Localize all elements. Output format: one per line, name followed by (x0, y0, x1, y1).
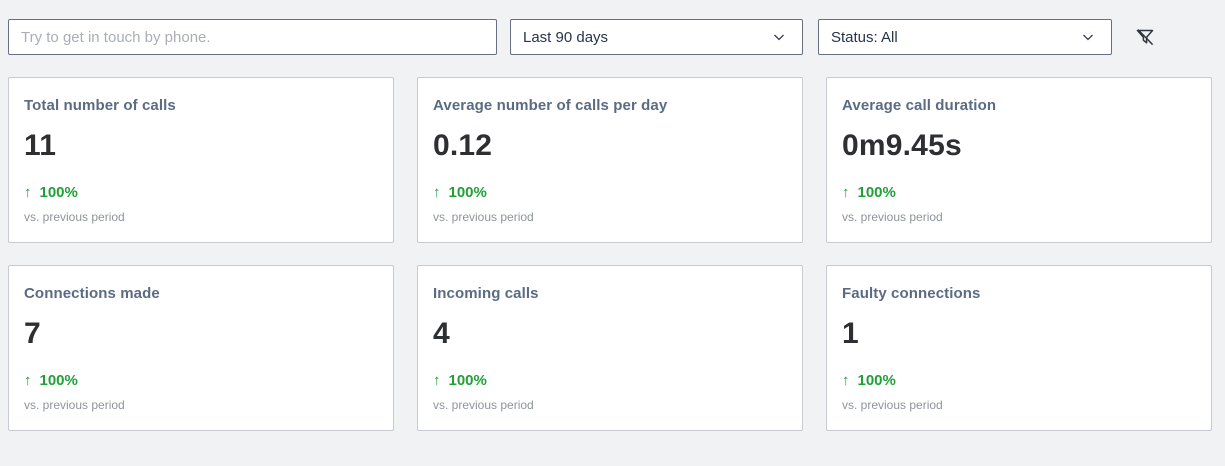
stat-card-comparison: vs. previous period (24, 210, 125, 224)
trend-up-arrow-icon: ↑ (842, 184, 850, 201)
stat-card-avg-call-duration: Average call duration 0m9.45s ↑ 100% vs.… (826, 77, 1212, 243)
stat-card-value: 7 (24, 317, 41, 350)
stat-card-title: Incoming calls (433, 285, 539, 302)
stat-card-title: Average call duration (842, 97, 997, 114)
stat-card-title: Connections made (24, 285, 160, 302)
search-input[interactable] (8, 19, 497, 55)
chevron-down-icon (771, 29, 787, 45)
stat-card-incoming-calls: Incoming calls 4 ↑ 100% vs. previous per… (417, 265, 803, 431)
stat-card-delta: ↑ 100% (433, 184, 786, 201)
stat-card-comparison: vs. previous period (433, 210, 534, 224)
filter-off-icon (1133, 25, 1157, 49)
stat-card-delta: ↑ 100% (433, 372, 786, 389)
stat-card-comparison: vs. previous period (842, 210, 943, 224)
stat-card-delta: ↑ 100% (842, 184, 1195, 201)
stat-card-delta-value: 100% (857, 372, 896, 389)
chevron-down-icon (1080, 29, 1096, 45)
trend-up-arrow-icon: ↑ (433, 372, 441, 389)
trend-up-arrow-icon: ↑ (24, 184, 32, 201)
period-dropdown[interactable]: Last 90 days (510, 19, 803, 55)
stat-card-value: 4 (433, 317, 450, 350)
status-dropdown[interactable]: Status: All (818, 19, 1112, 55)
stat-card-delta-value: 100% (448, 372, 487, 389)
stat-card-delta: ↑ 100% (24, 372, 377, 389)
stat-card-avg-calls-per-day: Average number of calls per day 0.12 ↑ 1… (417, 77, 803, 243)
stat-card-delta: ↑ 100% (24, 184, 377, 201)
stat-card-value: 1 (842, 317, 859, 350)
stat-card-title: Average number of calls per day (433, 97, 668, 114)
stat-card-comparison: vs. previous period (842, 398, 943, 412)
stat-card-value: 0m9.45s (842, 129, 962, 162)
clear-filters-button[interactable] (1129, 21, 1161, 53)
stat-card-total-calls: Total number of calls 11 ↑ 100% vs. prev… (8, 77, 394, 243)
trend-up-arrow-icon: ↑ (842, 372, 850, 389)
filter-bar: Last 90 days Status: All (8, 19, 1212, 55)
stat-card-faulty-connections: Faulty connections 1 ↑ 100% vs. previous… (826, 265, 1212, 431)
stat-card-delta-value: 100% (39, 184, 78, 201)
stat-card-comparison: vs. previous period (433, 398, 534, 412)
stat-card-title: Faulty connections (842, 285, 981, 302)
stat-card-delta-value: 100% (39, 372, 78, 389)
stat-card-delta: ↑ 100% (842, 372, 1195, 389)
stat-card-connections-made: Connections made 7 ↑ 100% vs. previous p… (8, 265, 394, 431)
trend-up-arrow-icon: ↑ (433, 184, 441, 201)
stat-card-comparison: vs. previous period (24, 398, 125, 412)
stat-card-value: 11 (24, 129, 57, 162)
stats-grid: Total number of calls 11 ↑ 100% vs. prev… (8, 77, 1212, 431)
trend-up-arrow-icon: ↑ (24, 372, 32, 389)
period-dropdown-value: Last 90 days (523, 28, 609, 46)
status-dropdown-value: Status: All (831, 28, 898, 46)
stat-card-delta-value: 100% (448, 184, 487, 201)
stat-card-delta-value: 100% (857, 184, 896, 201)
stat-card-value: 0.12 (433, 129, 493, 162)
stat-card-title: Total number of calls (24, 97, 176, 114)
